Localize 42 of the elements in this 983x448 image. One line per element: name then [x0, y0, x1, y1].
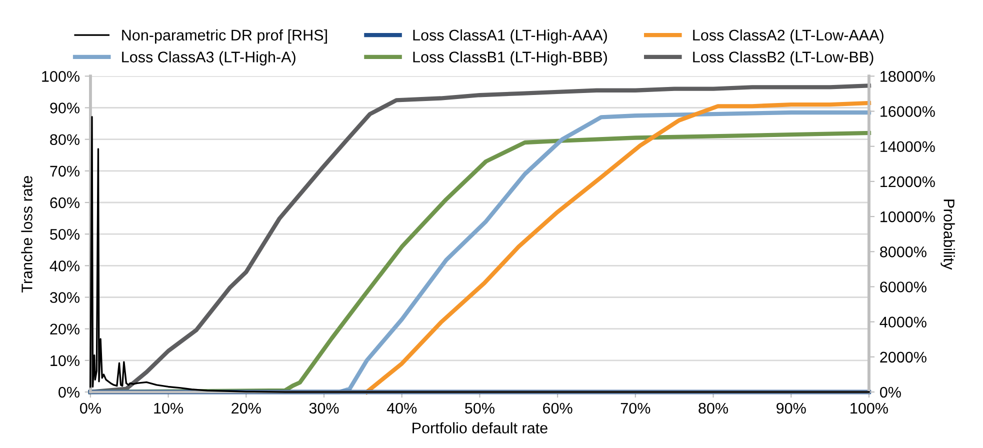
y-tick-label: 100%	[42, 71, 80, 82]
y2-tick-label: 18000%	[880, 71, 935, 82]
x-tick-label: 10%	[154, 402, 184, 414]
y-tick-label: 0%	[58, 386, 80, 398]
line-series	[364, 100, 872, 394]
x-tick-label: 50%	[465, 402, 494, 414]
y-tick-label: 80%	[50, 134, 80, 146]
x-tick-label: 30%	[309, 402, 339, 414]
y2-tick-label: 8000%	[880, 246, 926, 258]
legend-label: Non-parametric DR prof [RHS]	[122, 29, 327, 44]
x-tick-label: 80%	[698, 402, 728, 414]
x-tick-label: 40%	[386, 402, 417, 414]
y-tick-label: 70%	[50, 166, 80, 177]
y-tick-label: 40%	[50, 260, 80, 272]
legend-label: Loss ClassB1 (LT-High-BBB)	[413, 51, 607, 66]
x-tick-label: 20%	[232, 402, 261, 414]
y2-tick-label: 14000%	[880, 141, 935, 152]
legend-label: Loss ClassA3 (LT-High-A)	[122, 51, 296, 66]
x-axis-title: Portfolio default rate	[412, 422, 548, 434]
y2-axis-title: Probability	[940, 200, 955, 270]
y2-tick-label: 0%	[880, 386, 901, 398]
y-tick-label: 60%	[50, 197, 80, 208]
legend-label: Loss ClassB2 (LT-Low-BB)	[693, 51, 874, 66]
y-axis-title: Tranche loss rate	[21, 176, 32, 292]
y-tick-label: 10%	[50, 355, 80, 366]
y2-tick-label: 12000%	[880, 176, 935, 188]
x-tick-label: 70%	[620, 402, 650, 414]
y-tick-label: 50%	[50, 228, 80, 240]
y-tick-label: 90%	[50, 102, 80, 114]
y2-tick-label: 2000%	[880, 352, 926, 363]
x-tick-label: 90%	[776, 402, 806, 414]
legend-label: Loss ClassA2 (LT-Low-AAA)	[693, 29, 884, 44]
y2-tick-label: 4000%	[880, 316, 926, 328]
x-tick-label: 100%	[850, 402, 888, 414]
x-tick-label: 60%	[543, 402, 572, 414]
legend-label: Loss ClassA1 (LT-High-AAA)	[413, 29, 607, 44]
y2-tick-label: 6000%	[880, 282, 926, 292]
y-tick-label: 30%	[50, 292, 80, 303]
y-tick-label: 20%	[50, 324, 80, 335]
y2-tick-label: 10000%	[880, 211, 935, 222]
y2-tick-label: 16000%	[880, 106, 935, 117]
x-tick-label: 0%	[80, 402, 101, 414]
